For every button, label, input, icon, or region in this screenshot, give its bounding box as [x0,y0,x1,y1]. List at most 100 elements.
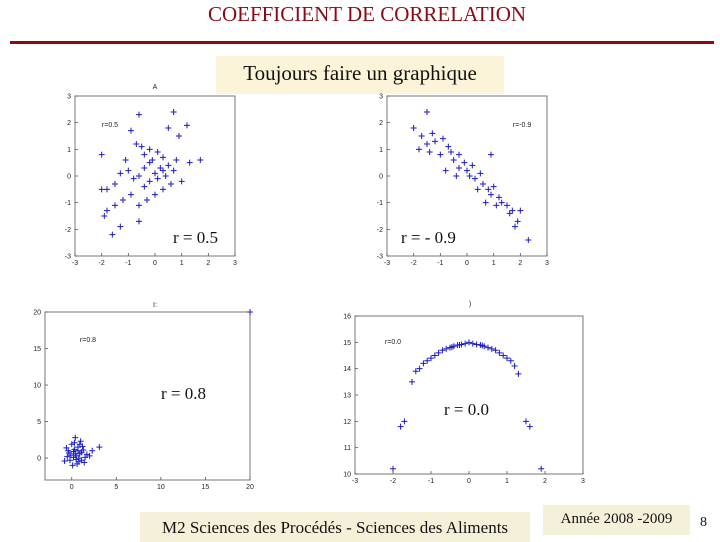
x-tick-label: 2 [518,260,522,267]
data-point [136,173,142,179]
data-point [515,370,522,377]
data-point [122,157,129,163]
data-point [456,165,462,171]
page-number: 8 [700,515,707,530]
data-point [523,418,529,425]
data-point [410,125,417,131]
data-point [498,199,505,206]
y-tick-label: 11 [344,445,351,452]
data-point [429,130,436,137]
data-point [488,345,495,352]
data-point [72,450,79,457]
correlation-annotation: r=0.0 [385,339,401,346]
data-point [496,194,502,201]
data-point [466,339,472,346]
data-point [424,357,431,364]
x-tick-label: 0 [467,478,471,485]
data-point [488,151,494,158]
data-point [173,157,180,163]
data-point [420,360,427,367]
data-point [130,175,137,182]
correlation-annotation: r=-0.9 [513,122,532,129]
data-point [61,458,68,465]
data-point [390,465,396,472]
data-point [146,146,153,153]
y-tick-label: 12 [343,419,351,426]
data-point [493,202,500,209]
data-point [165,125,172,131]
x-tick-label: 2 [206,260,210,267]
data-point [462,340,469,347]
y-tick-label: -3 [377,254,383,261]
x-tick-label: -3 [384,260,390,267]
data-point [65,447,72,454]
data-point [424,141,430,147]
data-point [76,441,83,448]
data-point [526,423,533,430]
y-tick-label: -3 [65,254,71,261]
x-tick-label: 10 [157,484,165,491]
data-point [149,157,156,163]
data-point [247,309,253,315]
data-point [435,349,442,356]
x-tick-label: -2 [390,478,396,485]
x-tick-label: 0 [70,484,74,491]
data-point [136,202,142,209]
data-point [117,223,124,230]
data-point [472,175,478,182]
data-point [78,457,85,464]
data-point [120,197,126,203]
footer-year: Année 2008 -2009 [543,505,690,535]
x-tick-label: -1 [428,478,434,485]
y-tick-label: 10 [343,472,351,479]
x-tick-label: -1 [125,260,131,267]
y-tick-label: 15 [343,340,351,347]
footer-course: M2 Sciences des Procédés - Sciences des … [140,512,530,542]
title-underline [10,41,714,44]
data-point [138,143,145,150]
data-point [514,218,521,225]
y-tick-label: -2 [65,227,71,234]
plot-top-mark: ) [469,301,471,308]
data-point [464,167,470,174]
data-point [98,186,105,193]
x-tick-label: 1 [180,260,184,267]
correlation-label-0-0: r = 0.0 [441,400,492,420]
y-tick-label: -1 [65,200,71,207]
data-point [517,207,524,214]
y-tick-label: 20 [33,310,41,317]
data-point [431,352,438,359]
data-point [71,439,78,446]
data-point [480,181,486,187]
data-point [68,441,75,448]
slide-title: COEFFICIENT DE CORRELATION [207,2,527,26]
data-point [144,197,150,203]
data-point [162,173,169,179]
x-tick-label: -3 [352,478,358,485]
scatter-plot-r-0-8: 0 5 10 15 20 20 15 10 5 0 r=0.8 I: [33,302,254,491]
data-point [525,237,532,243]
data-point [136,218,142,225]
data-point [104,186,110,193]
data-point [98,151,105,158]
data-point [424,109,430,115]
y-tick-label: 1 [379,147,383,154]
data-point [511,363,518,370]
data-point [500,352,507,359]
data-point [74,460,81,467]
data-point [504,202,510,209]
y-tick-label: 0 [379,174,383,181]
data-point [160,167,166,174]
data-point [165,162,172,169]
data-point [112,181,118,187]
x-tick-label: 15 [202,484,210,491]
data-point [397,423,404,430]
x-tick-label: 2 [543,478,547,485]
y-tick-label: 14 [343,366,351,373]
data-point [456,151,462,158]
data-point [445,143,452,150]
data-point [133,141,140,147]
data-point [412,368,419,375]
data-point [485,186,492,193]
